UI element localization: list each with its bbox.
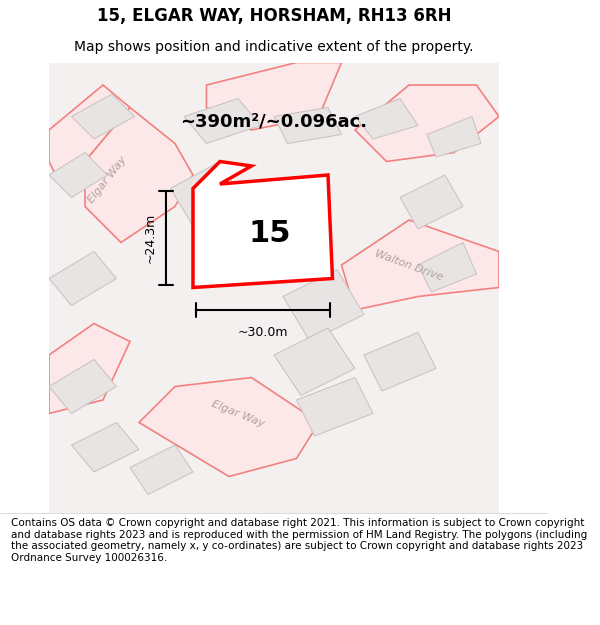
Polygon shape <box>85 107 193 242</box>
Polygon shape <box>427 116 481 157</box>
Polygon shape <box>184 99 260 144</box>
Polygon shape <box>274 107 341 144</box>
Polygon shape <box>49 152 107 198</box>
Text: Elgar Way: Elgar Way <box>86 154 128 205</box>
Polygon shape <box>49 85 130 189</box>
Text: ~30.0m: ~30.0m <box>238 326 288 339</box>
Polygon shape <box>170 161 247 234</box>
Text: Elgar Way: Elgar Way <box>210 398 266 429</box>
Polygon shape <box>355 99 418 139</box>
Polygon shape <box>283 269 364 341</box>
Polygon shape <box>71 422 139 472</box>
Polygon shape <box>418 242 476 292</box>
Polygon shape <box>49 324 130 414</box>
Text: Contains OS data © Crown copyright and database right 2021. This information is : Contains OS data © Crown copyright and d… <box>11 518 587 563</box>
Polygon shape <box>341 220 499 310</box>
Text: Map shows position and indicative extent of the property.: Map shows position and indicative extent… <box>74 40 474 54</box>
Polygon shape <box>49 251 116 306</box>
Text: ~24.3m: ~24.3m <box>144 213 157 263</box>
Polygon shape <box>71 94 134 139</box>
Text: Walton Drive: Walton Drive <box>373 248 445 282</box>
Text: 15: 15 <box>248 219 291 248</box>
Text: 15, ELGAR WAY, HORSHAM, RH13 6RH: 15, ELGAR WAY, HORSHAM, RH13 6RH <box>97 7 451 24</box>
Polygon shape <box>364 332 436 391</box>
Polygon shape <box>49 359 116 414</box>
Polygon shape <box>274 328 355 396</box>
Text: ~390m²/~0.096ac.: ~390m²/~0.096ac. <box>181 112 368 130</box>
Polygon shape <box>206 62 341 130</box>
Polygon shape <box>139 378 319 476</box>
Polygon shape <box>130 445 193 494</box>
Polygon shape <box>296 378 373 436</box>
Polygon shape <box>355 85 499 161</box>
Polygon shape <box>193 161 332 288</box>
Polygon shape <box>400 175 463 229</box>
